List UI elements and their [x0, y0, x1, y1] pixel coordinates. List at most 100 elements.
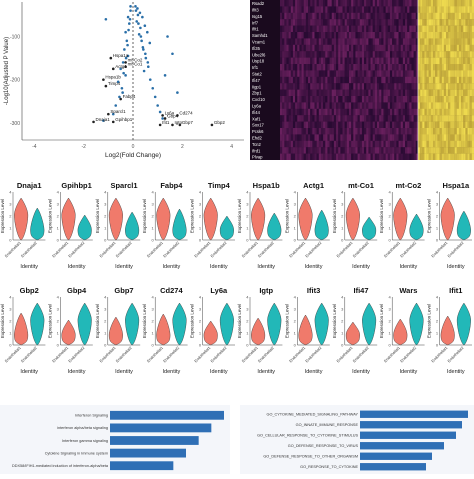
heatmap-cell: [320, 19, 324, 26]
heatmap-cell: [426, 147, 429, 154]
heatmap-cell: [387, 6, 391, 13]
heatmap-cell: [417, 38, 421, 45]
heatmap-cell: [318, 0, 322, 7]
violin-y-label: Expression Level: [190, 199, 195, 233]
heatmap-cell: [355, 140, 358, 148]
heatmap-cell: [372, 76, 376, 84]
heatmap-cell: [320, 32, 324, 39]
heatmap-cell: [370, 115, 373, 122]
heatmap-cell: [445, 147, 449, 154]
heatmap-cell: [424, 121, 427, 129]
heatmap-cell: [282, 147, 285, 154]
heatmap-cell: [336, 108, 339, 116]
volcano-plot: -4 -2 0 2 4 -100 -200 -300 Log2(Fold Change) -Log…: [0, 0, 250, 160]
heatmap-cell: [346, 108, 350, 116]
heatmap-cell: [312, 96, 315, 103]
heatmap-cell: [280, 25, 283, 33]
heatmap-cell: [396, 153, 399, 161]
violin-x-label: Identity: [210, 264, 228, 270]
heatmap-cell: [370, 76, 373, 84]
heatmap-cell: [331, 25, 335, 33]
heatmap-cell: [409, 44, 412, 52]
heatmap-cell: [420, 64, 423, 71]
heatmap-cell: [282, 19, 285, 26]
heatmap-cell: [310, 153, 313, 161]
gene-label: Timp4: [108, 81, 121, 86]
heatmap-cell: [450, 0, 453, 7]
heatmap-cell: [366, 96, 369, 103]
heatmap-cell: [310, 57, 313, 65]
heatmap-cell: [348, 12, 352, 20]
heatmap-cell: [331, 12, 335, 20]
heatmap-cell: [312, 128, 315, 135]
heatmap-cell: [398, 0, 401, 7]
heatmap-cell: [342, 128, 345, 135]
heatmap-cell: [344, 147, 348, 154]
heatmap-cell: [461, 19, 464, 26]
heatmap-cell: [316, 51, 319, 58]
heatmap-cell: [338, 6, 341, 13]
heatmap-cell: [452, 44, 455, 52]
heatmap-cell: [366, 121, 369, 129]
heatmap-cell: [377, 89, 380, 97]
heatmap-cell: [413, 96, 416, 103]
heatmap-cell: [329, 0, 332, 7]
heatmap-cell: [387, 0, 391, 7]
heatmap-cell: [318, 70, 322, 77]
heatmap-cell: [435, 38, 438, 45]
heatmap-cell: [374, 128, 378, 135]
heatmap-cell: [469, 0, 473, 7]
heatmap-cell: [456, 25, 460, 33]
heatmap-cell: [314, 153, 317, 161]
heatmap-cell: [370, 6, 373, 13]
heatmap-cell: [405, 57, 408, 65]
data-point: [144, 52, 147, 56]
heatmap-cell: [428, 6, 432, 13]
violin-category-label: Endothelial2: [20, 241, 38, 259]
heatmap-cell: [312, 102, 315, 109]
heatmap-cell: [394, 121, 397, 129]
heatmap-cell: [433, 140, 436, 148]
heatmap-cell: [463, 6, 466, 13]
heatmap-cell: [323, 6, 326, 13]
heatmap-cell: [357, 102, 360, 109]
heatmap-cell: [471, 0, 474, 7]
heatmap-cell: [320, 38, 324, 45]
heatmap-cell: [318, 128, 322, 135]
heatmap-cell: [433, 32, 436, 39]
heatmap-cell: [400, 6, 404, 13]
heatmap-cell: [310, 0, 313, 7]
heatmap-cell: [377, 19, 380, 26]
heatmap-cell: [435, 12, 438, 20]
heatmap-cell: [284, 38, 287, 45]
violin-y-label: Expression Level: [427, 304, 432, 338]
heatmap-cell: [387, 70, 391, 77]
heatmap-cell: [435, 102, 438, 109]
pathway-bar-chart: Interferon Signaling interferon alpha/bet…: [0, 405, 230, 474]
heatmap-cell: [467, 64, 470, 71]
heatmap-cell: [366, 153, 369, 161]
heatmap-cell: [333, 25, 337, 33]
heatmap-cell: [385, 153, 388, 161]
heatmap-cell: [456, 102, 460, 109]
heatmap-cell: [355, 0, 358, 7]
heatmap-cell: [327, 38, 330, 45]
heatmap-cell: [286, 12, 289, 20]
heatmap-cell: [359, 108, 363, 116]
violin-category-label: Endothelial1: [4, 241, 22, 259]
heatmap-cell: [329, 12, 332, 20]
heatmap-cell: [290, 25, 294, 33]
heatmap-cell: [402, 76, 406, 84]
heatmap-cell: [387, 76, 391, 84]
heatmap-cell: [424, 51, 427, 58]
heatmap-cell: [327, 32, 330, 39]
heatmap-cell: [320, 102, 324, 109]
heatmap-cell: [454, 6, 457, 13]
heatmap-cell: [422, 147, 425, 154]
heatmap-cell: [452, 102, 455, 109]
heatmap-cell: [422, 38, 425, 45]
heatmap-cell: [420, 121, 423, 129]
heatmap-cell: [299, 115, 302, 122]
heatmap-cell: [407, 128, 410, 135]
heatmap-cell: [461, 38, 464, 45]
